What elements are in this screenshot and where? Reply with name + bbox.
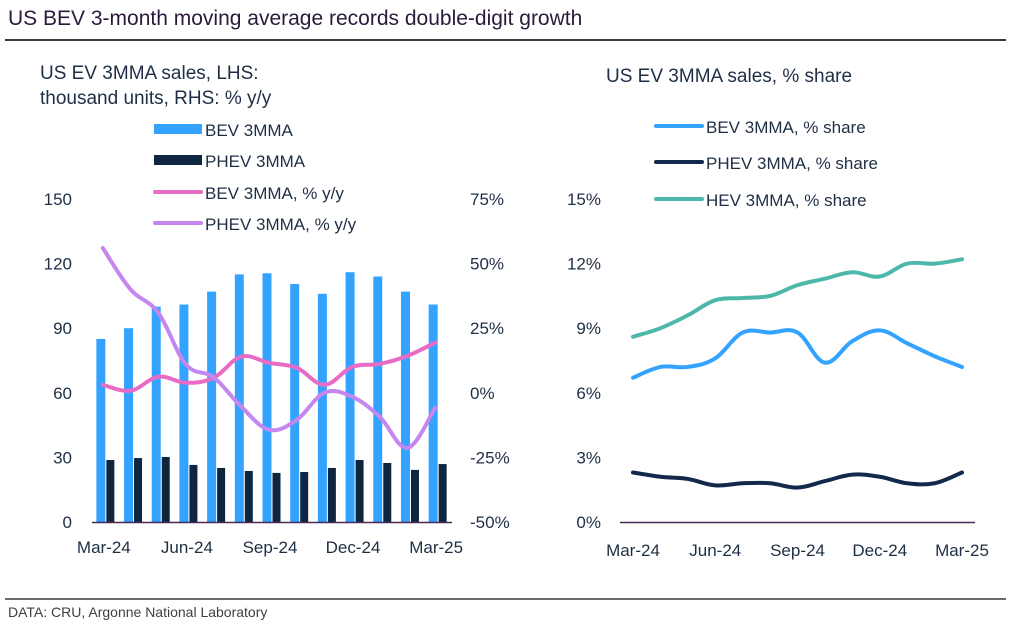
left-x-tick-label: Sep-24 (243, 538, 298, 557)
bev-bar (207, 291, 217, 522)
left-x-tick-label: Jun-24 (161, 538, 213, 557)
bev-bar (96, 338, 106, 522)
right-legend: BEV 3MMA, % share PHEV 3MMA, % share HEV 3… (654, 118, 878, 210)
right-y-tick-label: 25% (470, 319, 504, 338)
share-y-tick-label: 0% (576, 513, 601, 532)
legend-label: BEV 3MMA, % share (706, 118, 866, 137)
left-chart-title-line-1: US EV 3MMA sales, LHS: (40, 63, 259, 84)
left-chart-title-line-2: thousand units, RHS: % y/y (40, 88, 272, 109)
left-y-axis-right-ticks: -50% -25% 0% 25% 50% 75% (470, 190, 510, 532)
source-note: DATA: CRU, Argonne National Laboratory (8, 604, 268, 620)
phev-bar (189, 464, 198, 522)
share-x-tick-label: Mar-25 (935, 541, 989, 560)
phev-bar (106, 459, 115, 522)
right-y-tick-label: 75% (470, 190, 504, 209)
share-y-tick-label: 12% (567, 255, 601, 274)
bev-bar (373, 276, 383, 522)
share-y-tick-label: 3% (576, 448, 601, 467)
left-legend: BEV 3MMA PHEV 3MMA BEV 3MMA, % y/y PHEV 3MM… (153, 121, 357, 234)
left-chart: US EV 3MMA sales, LHS: thousand units, R… (40, 63, 510, 557)
left-y-tick-label: 60 (53, 384, 72, 403)
phev-bar (327, 467, 336, 522)
share-y-tick-label: 6% (576, 384, 601, 403)
title-divider (5, 39, 1006, 41)
legend-label: PHEV 3MMA (205, 152, 306, 171)
phev-bar (410, 469, 419, 522)
left-y-tick-label: 30 (53, 448, 72, 467)
legend-swatch-bev-bar (154, 124, 202, 134)
phev-bar (272, 472, 281, 522)
right-y-tick-label: -25% (470, 448, 510, 467)
page-title: US BEV 3-month moving average records do… (8, 7, 583, 30)
left-y-tick-label: 0 (63, 513, 72, 532)
phev-yoy-line (100, 246, 438, 450)
bev-bar (179, 304, 189, 522)
left-x-tick-label: Mar-24 (77, 538, 131, 557)
bev-bar (317, 293, 327, 522)
bev-bar (290, 284, 300, 522)
left-lines (100, 246, 438, 450)
bev-bar (400, 291, 410, 522)
left-y-axis-left-ticks: 0 30 60 90 120 150 (44, 190, 72, 532)
left-y-tick-label: 120 (44, 255, 72, 274)
right-y-tick-label: -50% (470, 513, 510, 532)
bev-bar (234, 274, 244, 522)
footer-divider (5, 598, 1006, 600)
right-y-axis-ticks: 0% 3% 6% 9% 12% 15% (567, 190, 601, 532)
legend-label: BEV 3MMA (205, 121, 294, 140)
right-y-tick-label: 0% (470, 384, 495, 403)
left-x-axis-ticks: Mar-24 Jun-24 Sep-24 Dec-24 Mar-25 (77, 538, 463, 557)
legend-label: PHEV 3MMA, % y/y (205, 215, 357, 234)
right-chart-title: US EV 3MMA sales, % share (606, 66, 852, 87)
phev-bar (383, 462, 392, 522)
hev-share-line (631, 257, 964, 339)
bev-bar (124, 328, 134, 522)
share-x-tick-label: Jun-24 (689, 541, 741, 560)
phev-bar (161, 456, 170, 522)
legend-label: PHEV 3MMA, % share (706, 154, 878, 173)
share-x-tick-label: Sep-24 (770, 541, 825, 560)
share-x-tick-label: Mar-24 (606, 541, 660, 560)
legend-swatch-phev-bar (154, 155, 202, 165)
bev-bar (262, 273, 272, 522)
left-y-tick-label: 150 (44, 190, 72, 209)
phev-bar (217, 467, 226, 522)
phev-bar (438, 464, 447, 522)
legend-label: HEV 3MMA, % share (706, 191, 867, 210)
right-lines (631, 257, 964, 490)
share-y-tick-label: 9% (576, 319, 601, 338)
phev-bar (244, 470, 253, 522)
share-x-tick-label: Dec-24 (852, 541, 907, 560)
phev-share-line (631, 470, 964, 490)
phev-bar (300, 472, 309, 522)
bev-bar (151, 306, 161, 522)
bev-share-line (631, 328, 964, 380)
legend-label: BEV 3MMA, % y/y (205, 184, 344, 203)
share-y-tick-label: 15% (567, 190, 601, 209)
left-x-tick-label: Mar-25 (409, 538, 463, 557)
bev-yoy-line (100, 340, 438, 393)
right-chart: US EV 3MMA sales, % share BEV 3MMA, % sh… (567, 66, 989, 560)
left-bars (96, 272, 447, 522)
right-x-axis-ticks: Mar-24 Jun-24 Sep-24 Dec-24 Mar-25 (606, 541, 989, 560)
phev-bar (355, 459, 364, 522)
left-x-tick-label: Dec-24 (326, 538, 381, 557)
phev-bar (134, 458, 143, 522)
left-y-tick-label: 90 (53, 319, 72, 338)
right-y-tick-label: 50% (470, 255, 504, 274)
